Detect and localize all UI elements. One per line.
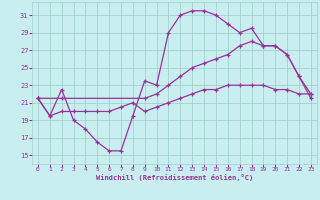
X-axis label: Windchill (Refroidissement éolien,°C): Windchill (Refroidissement éolien,°C) bbox=[96, 174, 253, 181]
